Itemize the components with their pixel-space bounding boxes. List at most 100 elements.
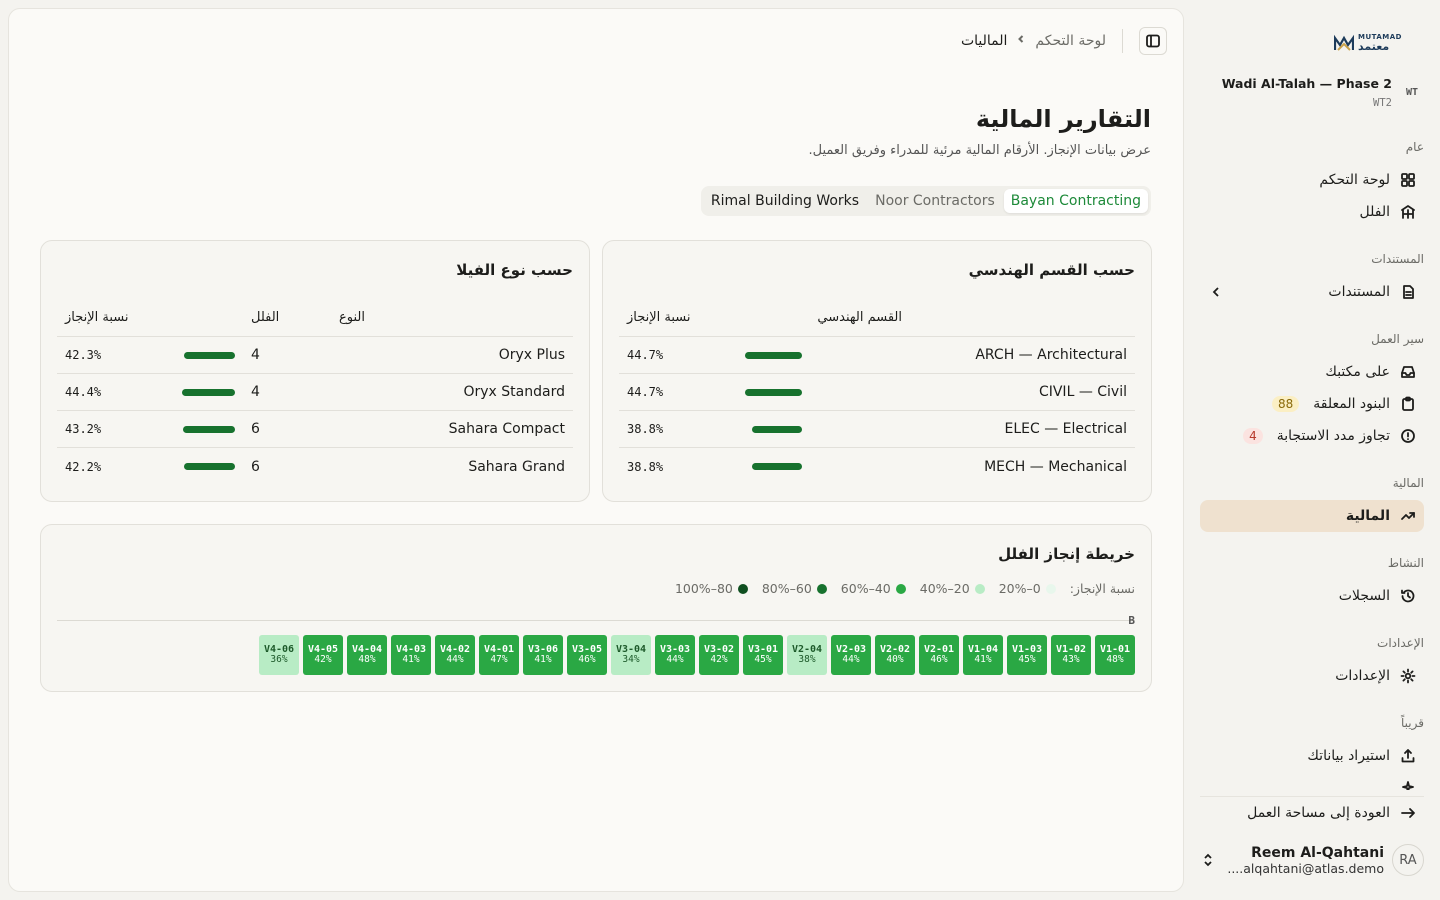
villa-count: 4 [251,347,260,363]
chevron-left-icon [1015,33,1027,49]
villa-type-card: حسب نوع الفيلا النوع الفلل نسبة الإنجاز … [40,240,590,502]
brand-logo[interactable]: MUTAMAD معتمد [1334,32,1406,54]
page-title: التقارير المالية [975,105,1151,133]
chevrons-up-down-icon[interactable] [1200,852,1216,868]
villa-id: V4-05 [307,644,339,656]
breadcrumb-dashboard[interactable]: لوحة التحكم [1035,33,1106,49]
villa-id: V2-04 [791,644,823,656]
legend-swatch [816,583,827,594]
open-items-count-badge: 88 [1271,396,1300,412]
sidebar: MUTAMAD معتمد WT Wadi Al-Talah — Phase 2… [1184,0,1440,900]
completion-bar [184,463,235,470]
legend-item: 60–80% [762,581,827,596]
completion-bar [752,425,802,433]
villa-cell[interactable]: V4-05 42% [303,635,343,675]
villa-cell[interactable]: V4-04 48% [347,635,387,675]
villa-id: V1-04 [967,644,999,656]
villa-icon [1400,204,1416,220]
table-row: Oryx Plus 4 42.3% [57,337,573,374]
villa-cell[interactable]: V1-02 43% [1051,635,1091,675]
villa-completion: 44% [842,654,860,666]
sidebar-item-logs[interactable]: السجلات [1200,580,1424,612]
villa-cell[interactable]: V2-03 44% [831,635,871,675]
villa-id: V4-06 [263,644,295,656]
villa-type-table: النوع الفلل نسبة الإنجاز Oryx Plus 4 42.3%… [57,299,573,485]
completion-bar [182,388,235,396]
tab-rimal-building-works[interactable]: Rimal Building Works [710,193,860,209]
completion-bar [752,463,802,470]
villa-cell[interactable]: V4-06 36% [259,635,299,675]
villa-cell[interactable]: V1-03 45% [1007,635,1047,675]
villa-cell[interactable]: V3-04 34% [611,635,651,675]
topbar: لوحة التحكم الماليات [961,25,1167,57]
villa-progress-map-title: خريطة إنجاز الفلل [998,545,1135,563]
upload-icon [1400,748,1416,764]
villa-cell[interactable]: V4-01 47% [479,635,519,675]
sidebar-item-import[interactable]: استيراد بياناتك [1200,740,1424,772]
col-discipline: القسم الهندسي [817,310,902,325]
completion-value: 38.8% [627,459,664,474]
legend-range: 20–40% [919,581,970,596]
nav-section-coming-soon: قريباً [1401,716,1424,730]
villa-cell[interactable]: V2-04 38% [787,635,827,675]
villa-type-name: Oryx Standard [463,384,566,400]
villa-id: V4-01 [483,644,515,656]
villa-id: V1-02 [1055,644,1087,656]
villa-cell[interactable]: V3-01 45% [743,635,783,675]
back-to-workspace-link[interactable]: العودة إلى مساحة العمل [1200,796,1424,828]
user-email: ....alqahtani@atlas.demo [1227,860,1384,876]
sidebar-item-dashboard[interactable]: لوحة التحكم [1200,164,1424,196]
villa-completion: 46% [578,654,596,666]
discipline-name: ELEC — Electrical [1004,421,1127,437]
villa-completion: 42% [710,654,728,666]
villa-cell[interactable]: V3-02 42% [699,635,739,675]
villa-cell[interactable]: V2-02 40% [875,635,915,675]
villa-id: V2-03 [835,644,867,656]
villa-cell[interactable]: V1-01 48% [1095,635,1135,675]
project-switcher[interactable]: WT Wadi Al-Talah — Phase 2 WT2 [1200,70,1424,114]
villa-id: V3-01 [747,644,779,656]
gear-icon [1400,668,1416,684]
sidebar-item-partial[interactable]: ـ ـ ـ ـ [1200,772,1424,790]
villa-id: V3-05 [571,644,603,656]
document-icon [1400,284,1416,300]
villa-id: V3-04 [615,644,647,656]
brand-name-en: MUTAMAD [1358,33,1402,41]
sidebar-item-overdue[interactable]: تجاوز مدد الاستجابة 4 [1200,420,1424,452]
topbar-divider [1122,29,1123,53]
villa-completion: 43% [1062,654,1080,666]
sidebar-item-on-desk[interactable]: على مكتبك [1200,356,1424,388]
legend-range: 40–60% [840,581,891,596]
sidebar-item-label: تجاوز مدد الاستجابة [1276,428,1390,444]
table-row: Oryx Standard 4 44.4% [57,374,573,411]
table-header: القسم الهندسي نسبة الإنجاز [619,299,1135,337]
sidebar-item-finance[interactable]: المالية [1200,500,1424,532]
legend-swatch [974,583,985,594]
villa-cell[interactable]: V3-03 44% [655,635,695,675]
villa-cell[interactable]: V4-02 44% [435,635,475,675]
villa-completion: 36% [270,654,288,666]
sidebar-item-settings[interactable]: الإعدادات [1200,660,1424,692]
user-menu[interactable]: RA Reem Al-Qahtani ....alqahtani@atlas.d… [1200,836,1424,884]
sidebar-toggle-button[interactable] [1139,27,1167,55]
sidebar-item-documents[interactable]: المستندات [1200,276,1424,308]
villa-cell[interactable]: V3-06 41% [523,635,563,675]
heatmap-cells: V1-01 48% V1-02 43% V1-03 45% V1-04 41% V2-01 46%… [259,635,1135,675]
legend-range: 80–100% [674,581,733,596]
sidebar-item-villas[interactable]: الفلل [1200,196,1424,228]
legend-item: 20–40% [920,581,985,596]
chevron-left-icon[interactable] [1208,284,1224,300]
completion-value: 38.8% [627,422,664,436]
completion-value: 42.3% [65,348,102,362]
villa-completion: 45% [754,654,772,666]
villa-cell[interactable]: V4-03 41% [391,635,431,675]
tab-bayan-contracting[interactable]: Bayan Contracting [1003,189,1148,213]
tab-noor-contractors[interactable]: Noor Contractors [875,193,995,209]
villa-cell[interactable]: V2-01 46% [919,635,959,675]
villa-type-card-title: حسب نوع الفيلا [456,261,573,279]
villa-cell[interactable]: V3-05 46% [567,635,607,675]
legend-item: 40–60% [841,581,906,596]
sidebar-item-open-items[interactable]: البنود المعلقة 88 [1200,388,1424,420]
villa-cell[interactable]: V1-04 41% [963,635,1003,675]
project-code: WT2 [1373,96,1392,109]
